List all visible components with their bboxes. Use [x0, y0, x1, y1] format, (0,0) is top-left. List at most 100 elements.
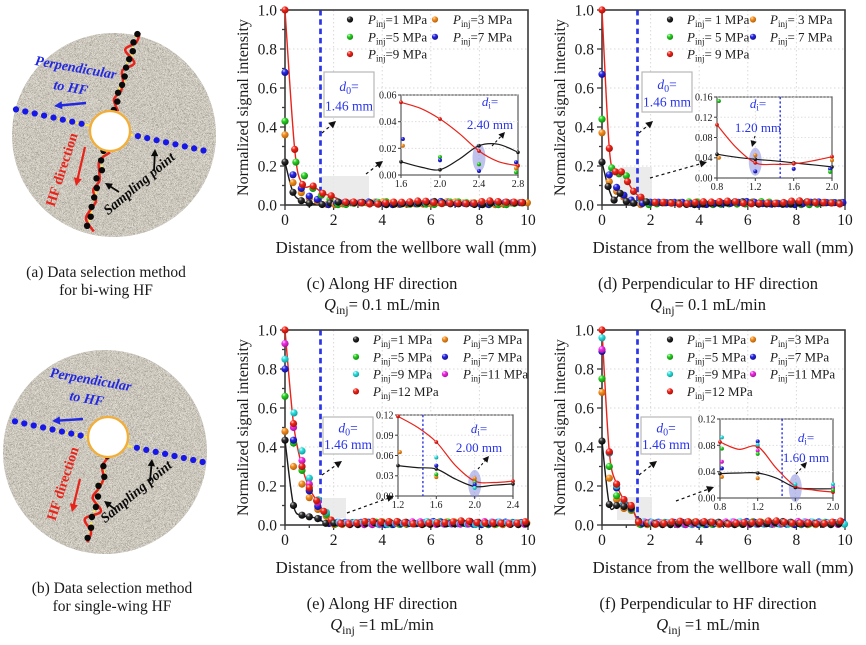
svg-text:0: 0 [598, 212, 606, 229]
svg-text:0.2: 0.2 [258, 479, 277, 496]
svg-text:2.4: 2.4 [473, 179, 486, 190]
svg-text:0.03: 0.03 [376, 471, 394, 482]
svg-text:Pinj=11 MPa: Pinj=11 MPa [462, 367, 528, 384]
svg-text:2.0: 2.0 [826, 182, 839, 193]
svg-text:0.4: 0.4 [575, 120, 595, 137]
svg-text:2.0: 2.0 [434, 179, 447, 190]
svg-text:4: 4 [378, 532, 386, 549]
svg-text:Pinj=1 MPa: Pinj=1 MPa [372, 332, 432, 349]
svg-text:0: 0 [598, 532, 606, 549]
svg-text:d0=: d0= [656, 421, 675, 439]
svg-text:(b) Data selection method: (b) Data selection method [32, 580, 193, 597]
svg-text:0.12: 0.12 [376, 411, 394, 422]
svg-text:0.09: 0.09 [376, 431, 394, 442]
svg-text:0.12: 0.12 [695, 113, 713, 124]
svg-text:Pinj=7 MPa: Pinj=7 MPa [462, 349, 522, 366]
svg-text:0.8: 0.8 [258, 362, 278, 379]
svg-text:10: 10 [520, 212, 536, 229]
svg-text:0.6: 0.6 [575, 81, 595, 98]
svg-text:1.0: 1.0 [258, 323, 278, 340]
svg-text:0.8: 0.8 [711, 182, 724, 193]
svg-text:10: 10 [837, 532, 853, 549]
svg-text:0.00: 0.00 [698, 494, 716, 505]
svg-text:1.2: 1.2 [392, 500, 405, 511]
svg-text:Pinj=5 MPa: Pinj=5 MPa [686, 349, 746, 366]
svg-text:1.2: 1.2 [749, 182, 762, 193]
svg-text:0.2: 0.2 [575, 479, 594, 496]
svg-text:Qinj= 0.1 mL/min: Qinj= 0.1 mL/min [650, 295, 766, 317]
svg-text:0.2: 0.2 [575, 159, 594, 176]
svg-text:Pinj=7 MPa: Pinj=7 MPa [769, 349, 829, 366]
svg-text:10: 10 [837, 212, 853, 229]
svg-text:2.00 mm: 2.00 mm [456, 440, 502, 455]
svg-text:0.4: 0.4 [575, 440, 595, 457]
svg-text:1.0: 1.0 [258, 3, 278, 20]
svg-text:0.0: 0.0 [258, 518, 278, 535]
svg-text:d0=: d0= [338, 421, 357, 439]
svg-text:Pinj=3 MPa: Pinj=3 MPa [769, 332, 829, 349]
svg-text:Pinj=9 MPa: Pinj=9 MPa [372, 367, 432, 384]
svg-text:(a) Data selection method: (a) Data selection method [26, 264, 186, 281]
svg-text:di=: di= [471, 421, 487, 438]
svg-text:6: 6 [427, 212, 435, 229]
svg-text:1.6: 1.6 [787, 182, 800, 193]
svg-text:Pinj=5 MPa: Pinj=5 MPa [367, 29, 427, 46]
svg-text:Pinj= 3 MPa: Pinj= 3 MPa [769, 12, 833, 29]
svg-text:Pinj= 5 MPa: Pinj= 5 MPa [686, 29, 750, 46]
svg-text:1.2: 1.2 [751, 502, 764, 513]
svg-text:0.0: 0.0 [258, 198, 278, 215]
svg-text:1.46 mm: 1.46 mm [643, 94, 692, 109]
svg-text:4: 4 [695, 532, 703, 549]
svg-text:10: 10 [520, 532, 536, 549]
svg-text:1.6: 1.6 [395, 179, 408, 190]
svg-text:Pinj=3 MPa: Pinj=3 MPa [452, 12, 512, 29]
svg-text:Pinj= 7 MPa: Pinj= 7 MPa [769, 29, 833, 46]
svg-text:Pinj=9 MPa: Pinj=9 MPa [686, 367, 746, 384]
svg-text:1.6: 1.6 [430, 500, 443, 511]
svg-text:di=: di= [798, 430, 814, 447]
svg-text:Qinj =1 mL/min: Qinj =1 mL/min [330, 615, 434, 637]
svg-text:1.46 mm: 1.46 mm [325, 99, 374, 114]
svg-text:2: 2 [647, 212, 655, 229]
svg-text:0.6: 0.6 [258, 401, 278, 418]
svg-text:0.04: 0.04 [379, 117, 397, 128]
svg-text:4: 4 [695, 212, 703, 229]
svg-text:Distance from the wellbore wal: Distance from the wellbore wall (mm) [275, 558, 536, 577]
svg-text:2: 2 [647, 532, 655, 549]
svg-text:0.08: 0.08 [698, 441, 716, 452]
svg-text:0.06: 0.06 [379, 91, 397, 102]
svg-text:(d) Perpendicular to HF direct: (d) Perpendicular to HF direction [598, 274, 818, 293]
svg-text:6: 6 [744, 532, 752, 549]
svg-text:to HF: to HF [52, 78, 89, 99]
svg-text:0.8: 0.8 [575, 362, 595, 379]
svg-text:0.08: 0.08 [695, 133, 713, 144]
svg-text:0.0: 0.0 [575, 198, 595, 215]
svg-text:0: 0 [281, 532, 289, 549]
svg-text:Pinj=1 MPa: Pinj=1 MPa [686, 332, 746, 349]
svg-text:8: 8 [476, 532, 484, 549]
svg-text:1.6: 1.6 [789, 502, 802, 513]
svg-text:1.0: 1.0 [575, 323, 595, 340]
svg-text:0.00: 0.00 [379, 171, 397, 182]
svg-text:1.0: 1.0 [575, 3, 595, 20]
svg-text:2.40 mm: 2.40 mm [467, 117, 513, 132]
svg-text:0.8: 0.8 [714, 502, 727, 513]
svg-text:0.06: 0.06 [376, 451, 394, 462]
svg-text:1.46 mm: 1.46 mm [324, 437, 373, 452]
svg-text:0.12: 0.12 [698, 415, 716, 426]
svg-text:(f) Perpendicular to HF direct: (f) Perpendicular to HF direction [599, 594, 816, 613]
svg-text:0.04: 0.04 [695, 153, 713, 164]
svg-text:Normalized signal intensity: Normalized signal intensity [235, 339, 252, 516]
svg-text:0: 0 [281, 212, 289, 229]
svg-text:Normalized signal intensity: Normalized signal intensity [235, 19, 252, 196]
svg-text:for bi-wing HF: for bi-wing HF [59, 282, 153, 299]
svg-text:d0=: d0= [657, 77, 676, 95]
svg-text:8: 8 [793, 212, 801, 229]
svg-text:0.4: 0.4 [258, 120, 278, 137]
svg-text:di=: di= [750, 96, 766, 113]
svg-text:Distance from the wellbore wal: Distance from the wellbore wall (mm) [592, 558, 853, 577]
svg-text:2: 2 [330, 212, 338, 229]
svg-text:0.4: 0.4 [258, 440, 278, 457]
svg-text:1.46 mm: 1.46 mm [642, 437, 691, 452]
svg-text:2.0: 2.0 [468, 500, 481, 511]
